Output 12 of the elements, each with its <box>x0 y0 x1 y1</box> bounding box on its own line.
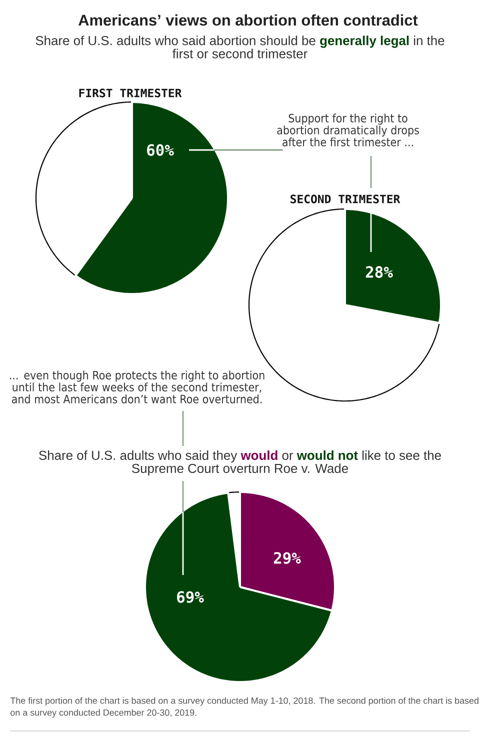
text: Share of U.S. adults who said abortion should be generally legal in the first or second trimester <box>36 36 444 58</box>
data-label: 60% <box>147 144 174 156</box>
text: Support for the right to abortion dramatically drops after the first trimester ... <box>277 114 419 146</box>
text: The first portion of the chart is based on a survey conducted May 1-10, 2018. The second portion of the chart is based on a survey conducted December 20-30, 2019. <box>10 697 478 718</box>
chart-title: FIRST TRIMESTER <box>79 88 182 98</box>
chart-title: Share of U.S. adults who said they would or would not like to see the Supreme Court overturn Roe v. Wade <box>39 450 441 476</box>
text: Americans’ views on abortion often contradict <box>78 14 418 26</box>
data-label: 28% <box>366 266 393 278</box>
data-label: 29% <box>274 552 301 564</box>
data-label: 69% <box>177 591 204 603</box>
chart-title: SECOND TRIMESTER <box>290 194 400 204</box>
text: ... even though Roe protects the right to abortion until the last few weeks of the second trimester, and most Americans don’t want Roe overturned. <box>10 370 264 404</box>
